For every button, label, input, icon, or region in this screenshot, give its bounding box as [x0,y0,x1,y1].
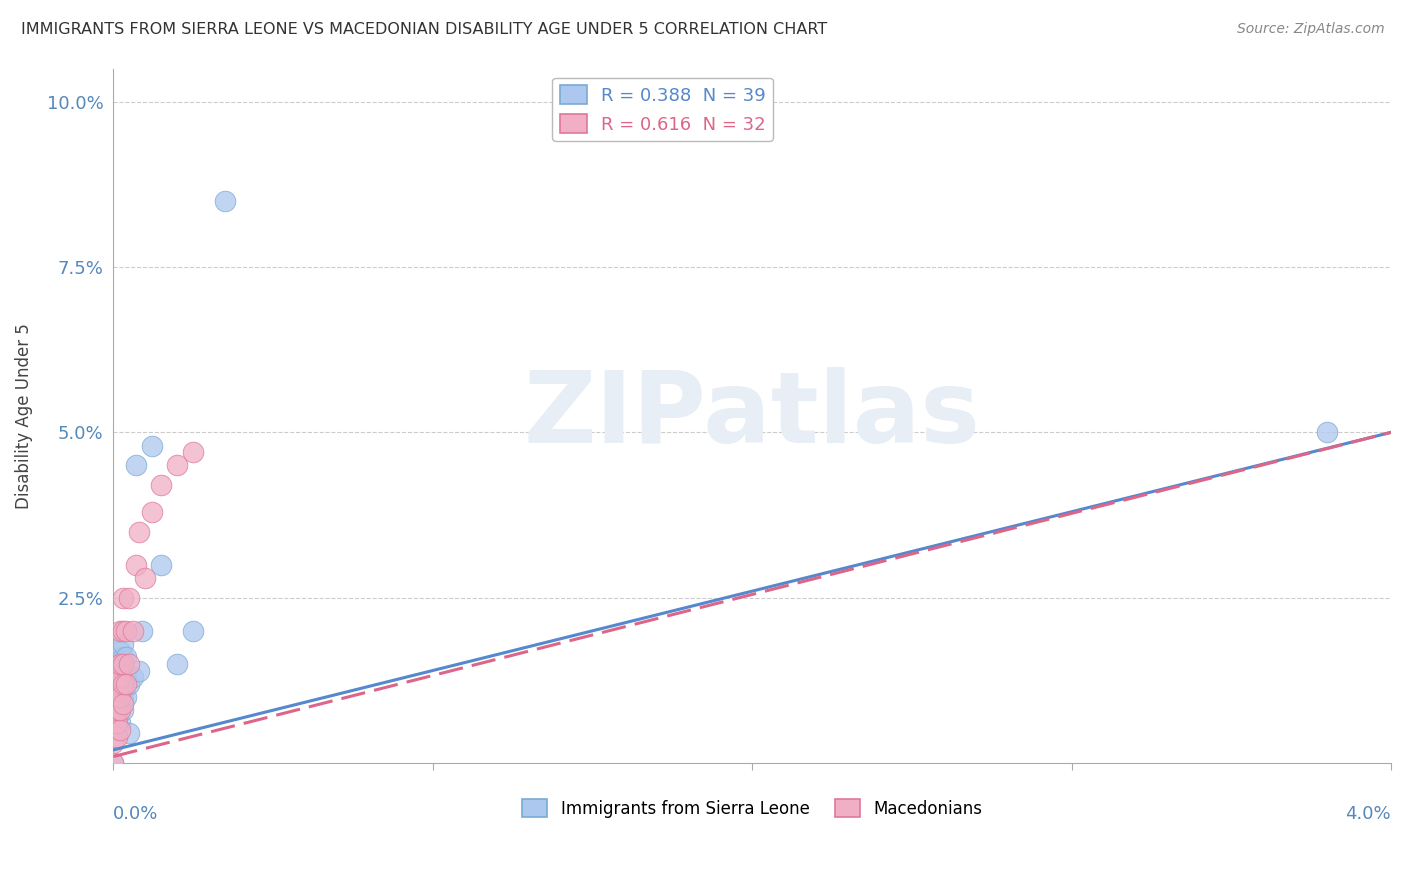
Point [111,664,134,678]
Point [125,558,148,572]
Point [105,723,128,737]
Text: 4.0%: 4.0% [1346,805,1391,822]
Point [103,690,125,704]
Point [108,670,131,684]
Point [108,716,131,731]
Point [121,670,143,684]
Point [103,703,125,717]
Point [105,710,128,724]
Point [111,697,134,711]
Point [214,194,236,208]
Point [108,723,131,737]
Point [134,571,156,585]
Point [105,697,128,711]
Point [115,670,138,684]
Text: ZIPatlas: ZIPatlas [524,368,980,465]
Point [103,703,125,717]
Text: IMMIGRANTS FROM SIERRA LEONE VS MACEDONIAN DISABILITY AGE UNDER 5 CORRELATION CH: IMMIGRANTS FROM SIERRA LEONE VS MACEDONI… [21,22,827,37]
Point [166,657,188,671]
Point [103,677,125,691]
Point [108,703,131,717]
Point [118,677,141,691]
Point [166,458,188,473]
Point [115,677,138,691]
Point [111,677,134,691]
Point [111,690,134,704]
Legend: Immigrants from Sierra Leone, Macedonians: Immigrants from Sierra Leone, Macedonian… [516,792,988,824]
Point [181,624,204,638]
Point [108,624,131,638]
Point [105,730,128,744]
Point [105,690,128,704]
Point [1316,425,1339,440]
Point [108,657,131,671]
Point [115,650,138,665]
Point [108,657,131,671]
Point [181,445,204,459]
Point [118,591,141,605]
Point [108,670,131,684]
Point [118,657,141,671]
Point [105,657,128,671]
Point [111,591,134,605]
Point [128,664,150,678]
Point [108,683,131,698]
Text: Source: ZipAtlas.com: Source: ZipAtlas.com [1237,22,1385,37]
Point [128,524,150,539]
Point [103,736,125,750]
Point [131,624,153,638]
Point [105,670,128,684]
Point [103,756,125,771]
Point [111,677,134,691]
Point [103,723,125,737]
Point [111,624,134,638]
Point [111,657,134,671]
Point [115,690,138,704]
Point [103,716,125,731]
Point [108,697,131,711]
Point [150,478,173,492]
Point [150,558,173,572]
Point [121,624,143,638]
Y-axis label: Disability Age Under 5: Disability Age Under 5 [15,323,32,508]
Point [111,650,134,665]
Point [118,726,141,740]
Point [108,643,131,657]
Point [125,458,148,473]
Point [105,703,128,717]
Point [108,690,131,704]
Point [111,703,134,717]
Point [105,683,128,698]
Point [141,439,163,453]
Point [105,690,128,704]
Point [105,677,128,691]
Point [141,505,163,519]
Point [115,624,138,638]
Point [105,716,128,731]
Point [103,756,125,771]
Point [111,637,134,651]
Text: 0.0%: 0.0% [114,805,159,822]
